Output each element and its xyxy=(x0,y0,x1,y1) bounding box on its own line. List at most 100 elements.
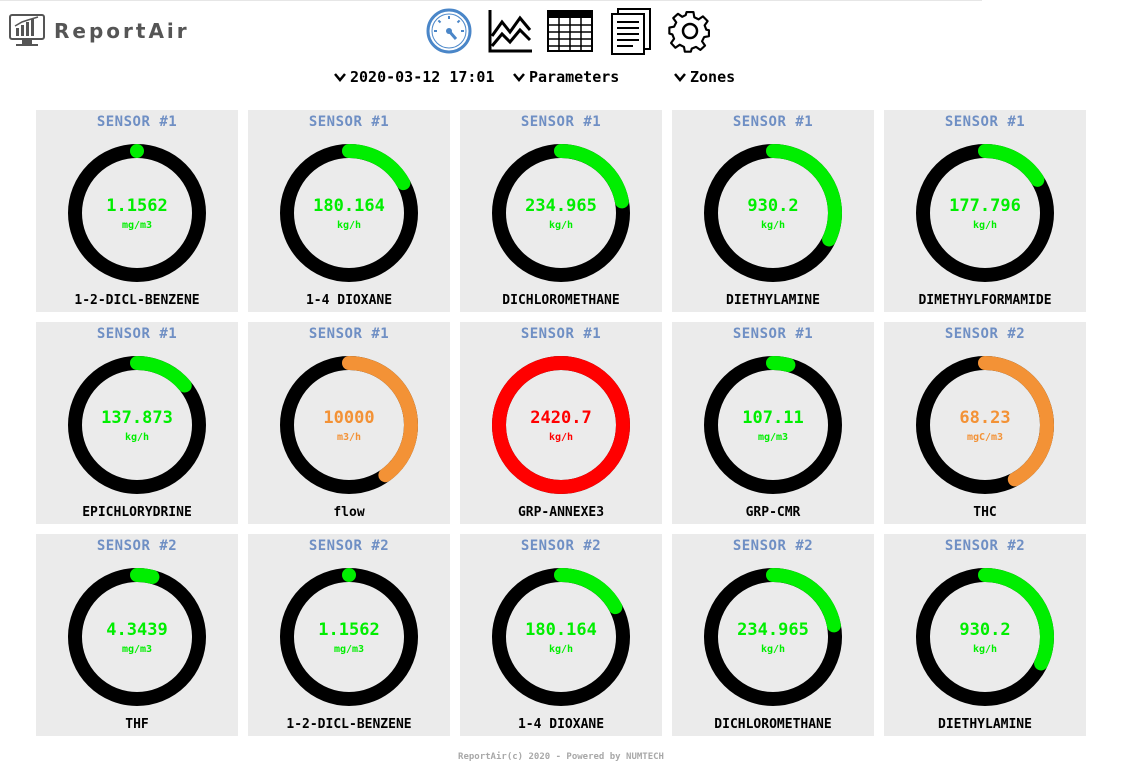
gauge-ring xyxy=(916,356,1054,494)
gauge-card[interactable]: SENSOR #2 234.965 kg/h DICHLOROMETHANE xyxy=(672,534,874,736)
gauge-card[interactable]: SENSOR #1 137.873 kg/h EPICHLORYDRINE xyxy=(36,322,238,524)
gauge-unit: kg/h xyxy=(548,220,574,231)
monitor-chart-icon xyxy=(9,14,45,46)
gauge-unit: m3/h xyxy=(336,432,362,443)
gauge-card[interactable]: SENSOR #1 177.796 kg/h DIMETHYLFORMAMIDE xyxy=(884,110,1086,312)
gauge-card[interactable]: SENSOR #1 180.164 kg/h 1-4 DIOXANE xyxy=(248,110,450,312)
nav-table-button[interactable] xyxy=(545,6,595,56)
gauge-value: 4.3439 xyxy=(106,620,168,640)
gauge-value: 234.965 xyxy=(737,620,809,640)
gauge-unit: kg/h xyxy=(336,220,362,231)
gauge-value-arc xyxy=(280,568,418,706)
gauge-value-arc xyxy=(492,144,630,282)
gauge-card[interactable]: SENSOR #1 1.1562 mg/m3 1-2-DICL-BENZENE xyxy=(36,110,238,312)
sensor-label: SENSOR #2 xyxy=(732,538,814,554)
gauge-value: 68.23 xyxy=(959,408,1011,428)
app-name: ReportAir xyxy=(54,19,190,43)
sensor-label: SENSOR #2 xyxy=(96,538,178,554)
gauge-value-arc xyxy=(68,144,206,282)
sensor-label: SENSOR #1 xyxy=(96,326,178,342)
gauge-card[interactable]: SENSOR #1 107.11 mg/m3 GRP-CMR xyxy=(672,322,874,524)
parameter-name: DIETHYLAMINE xyxy=(726,293,820,308)
parameter-name: 1-4 DIOXANE xyxy=(517,717,605,732)
sensor-label: SENSOR #1 xyxy=(944,114,1026,130)
gauge-unit: mg/m3 xyxy=(121,644,153,655)
top-divider xyxy=(0,0,982,1)
datetime-dropdown[interactable]: 2020-03-12 17:01 xyxy=(333,68,495,86)
parameter-name: 1-4 DIOXANE xyxy=(305,293,393,308)
chevron-down-icon xyxy=(674,73,686,82)
gauge-value: 1.1562 xyxy=(106,196,168,216)
gauge-ring xyxy=(492,568,630,706)
sensor-label: SENSOR #1 xyxy=(96,114,178,130)
sensor-label: SENSOR #2 xyxy=(520,538,602,554)
parameter-name: GRP-ANNEXE3 xyxy=(517,505,605,520)
chevron-down-icon xyxy=(334,73,346,82)
gauge-icon xyxy=(426,8,472,54)
sensor-label: SENSOR #1 xyxy=(308,114,390,130)
zones-dropdown[interactable]: Zones xyxy=(673,68,735,86)
gauge-value-arc xyxy=(68,356,206,494)
gauge-value-arc xyxy=(704,356,842,494)
nav-dashboard-button[interactable] xyxy=(424,6,474,56)
gauge-ring xyxy=(916,568,1054,706)
document-icon xyxy=(611,8,651,55)
gauge-unit: kg/h xyxy=(124,432,150,443)
nav-settings-button[interactable] xyxy=(665,6,715,56)
gauge-value-arc xyxy=(704,144,842,282)
gauge-value: 180.164 xyxy=(313,196,385,216)
gauge-value-arc xyxy=(916,568,1054,706)
gauge-card[interactable]: SENSOR #2 68.23 mgC/m3 THC xyxy=(884,322,1086,524)
app-logo[interactable]: ReportAir xyxy=(8,11,190,51)
nav-charts-button[interactable] xyxy=(486,6,536,56)
gauge-card[interactable]: SENSOR #1 10000 m3/h flow xyxy=(248,322,450,524)
gauge-card[interactable]: SENSOR #2 180.164 kg/h 1-4 DIOXANE xyxy=(460,534,662,736)
parameters-label: Parameters xyxy=(529,68,620,86)
parameters-dropdown[interactable]: Parameters xyxy=(512,68,619,86)
parameter-name: EPICHLORYDRINE xyxy=(82,505,192,520)
gauge-value-arc xyxy=(492,568,630,706)
gauge-ring xyxy=(280,356,418,494)
parameter-name: DIMETHYLFORMAMIDE xyxy=(918,293,1052,308)
gauge-card[interactable]: SENSOR #1 234.965 kg/h DICHLOROMETHANE xyxy=(460,110,662,312)
gauge-value: 107.11 xyxy=(742,408,804,428)
gauge-card[interactable]: SENSOR #2 930.2 kg/h DIETHYLAMINE xyxy=(884,534,1086,736)
gauge-value: 137.873 xyxy=(101,408,173,428)
gauge-unit: mg/m3 xyxy=(121,220,153,231)
parameter-name: 1-2-DICL-BENZENE xyxy=(74,293,200,308)
gauge-unit: kg/h xyxy=(548,644,574,655)
gauge-value-arc xyxy=(280,356,418,494)
gauge-unit: kg/h xyxy=(548,432,574,443)
gauge-value: 234.965 xyxy=(525,196,597,216)
gauge-unit: kg/h xyxy=(972,644,998,655)
gauge-unit: mg/m3 xyxy=(333,644,365,655)
gauge-value-arc xyxy=(916,356,1054,494)
gauge-card[interactable]: SENSOR #1 930.2 kg/h DIETHYLAMINE xyxy=(672,110,874,312)
gauge-unit: kg/h xyxy=(972,220,998,231)
sensor-label: SENSOR #1 xyxy=(520,326,602,342)
gauge-unit: mgC/m3 xyxy=(966,432,1004,443)
gauge-value: 180.164 xyxy=(525,620,597,640)
gauge-card[interactable]: SENSOR #1 2420.7 kg/h GRP-ANNEXE3 xyxy=(460,322,662,524)
zones-label: Zones xyxy=(690,68,736,86)
gauge-value-arc xyxy=(280,144,418,282)
gauge-ring xyxy=(280,568,418,706)
sensor-label: SENSOR #1 xyxy=(520,114,602,130)
gauge-ring xyxy=(704,144,842,282)
gauge-card[interactable]: SENSOR #2 4.3439 mg/m3 THF xyxy=(36,534,238,736)
gauge-value: 2420.7 xyxy=(530,408,592,428)
parameter-name: flow xyxy=(333,505,365,520)
table-icon xyxy=(547,10,593,52)
gauge-unit: kg/h xyxy=(760,220,786,231)
gauge-value: 930.2 xyxy=(747,196,799,216)
gauge-ring xyxy=(280,144,418,282)
gear-icon xyxy=(668,11,710,53)
gauge-value-arc xyxy=(916,144,1054,282)
parameter-name: DICHLOROMETHANE xyxy=(502,293,620,308)
nav-reports-button[interactable] xyxy=(606,6,656,56)
gauge-unit: mg/m3 xyxy=(757,432,789,443)
gauge-value: 10000 xyxy=(323,408,375,428)
gauge-card[interactable]: SENSOR #2 1.1562 mg/m3 1-2-DICL-BENZENE xyxy=(248,534,450,736)
gauge-ring xyxy=(68,144,206,282)
gauge-ring xyxy=(68,568,206,706)
